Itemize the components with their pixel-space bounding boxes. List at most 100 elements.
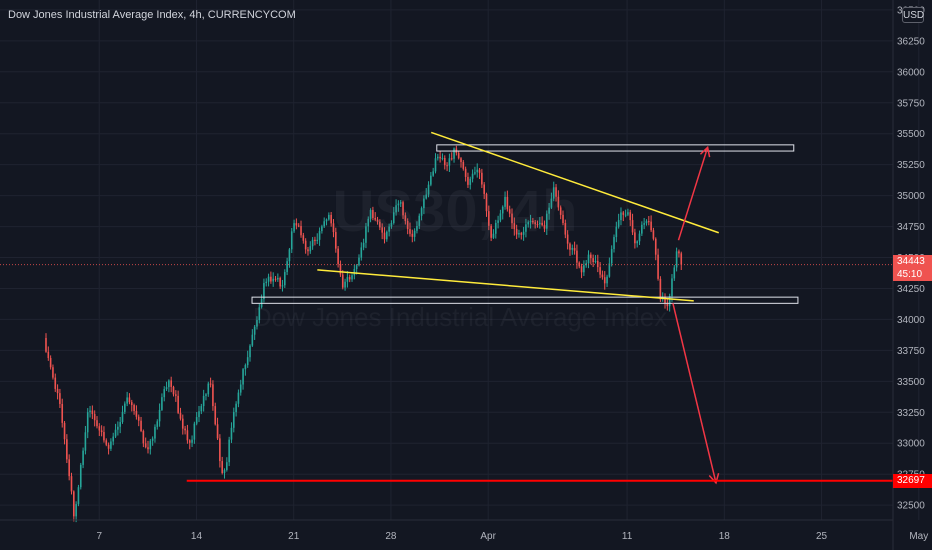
candle-body — [235, 403, 237, 413]
candle-body — [555, 187, 557, 197]
candle-body — [536, 224, 539, 226]
candle-body — [186, 430, 189, 441]
candle-body — [237, 392, 240, 404]
projection-arrow — [672, 303, 717, 484]
candle-body — [376, 219, 379, 222]
candle-body — [321, 226, 323, 232]
candle-body — [583, 265, 585, 273]
candle-body — [383, 232, 386, 240]
candle-body — [52, 367, 54, 378]
candle-body — [627, 212, 629, 215]
candle-body — [188, 440, 191, 443]
candle-body — [457, 153, 460, 159]
candle-body — [460, 158, 462, 163]
candle-body — [297, 225, 300, 227]
candle-body — [332, 223, 335, 233]
candle-body — [277, 277, 279, 280]
currency-button[interactable]: USD — [902, 7, 924, 23]
trendline — [317, 269, 694, 302]
candle-body — [673, 267, 676, 279]
y-tick-label: 34750 — [897, 222, 925, 233]
candle-body — [205, 394, 207, 396]
support-level-tag: 32697 — [893, 473, 932, 488]
candle-body — [476, 169, 479, 173]
candle-body — [288, 249, 291, 262]
candle-body — [666, 303, 669, 307]
candle-body — [652, 230, 655, 239]
y-tick-label: 33750 — [897, 346, 925, 357]
candle-body — [86, 412, 89, 433]
candle-body — [434, 158, 437, 172]
candle-body — [154, 426, 156, 439]
y-tick-label: 33250 — [897, 408, 925, 419]
candle-body — [140, 420, 142, 431]
candle-body — [151, 438, 154, 441]
candle-body — [504, 196, 506, 207]
candle-body — [149, 440, 152, 450]
candle-body — [564, 223, 567, 235]
candle-body — [328, 214, 330, 220]
candle-body — [374, 217, 377, 220]
candle-body — [443, 157, 446, 166]
candle-body — [501, 206, 504, 214]
support-level-value: 32697 — [897, 474, 925, 486]
candle-body — [668, 296, 671, 307]
candle-body — [483, 184, 485, 194]
candle-body — [353, 269, 356, 276]
candle-body — [379, 221, 381, 228]
candle-body — [103, 432, 105, 441]
candle-body — [545, 213, 548, 229]
last-price-value: 34443 — [897, 255, 925, 267]
candle-body — [369, 210, 372, 219]
candle-body — [216, 424, 219, 439]
candle-body — [362, 242, 365, 248]
candle-body — [316, 239, 319, 242]
candle-body — [641, 224, 643, 234]
candle-body — [448, 158, 451, 166]
candle-body — [550, 198, 553, 208]
candle-body — [513, 223, 516, 230]
y-tick-label: 34250 — [897, 284, 925, 295]
candle-body — [397, 203, 400, 206]
candle-body — [91, 410, 94, 415]
candle-body — [594, 260, 597, 263]
candle-body — [73, 491, 75, 517]
candle-body — [367, 218, 370, 227]
candle-body — [467, 176, 469, 185]
y-tick-label: 35750 — [897, 98, 925, 109]
candle-body — [68, 459, 70, 477]
candle-body — [522, 231, 525, 235]
y-tick-label: 34000 — [897, 315, 925, 326]
bar-countdown: 45:10 — [897, 268, 923, 280]
candle-body — [478, 169, 481, 173]
candle-body — [446, 165, 448, 167]
candle-body — [263, 283, 265, 300]
candle-body — [430, 175, 432, 185]
candle-body — [381, 227, 383, 233]
candle-body — [212, 384, 214, 407]
candle-body — [659, 278, 662, 300]
candle-body — [221, 461, 224, 474]
candle-body — [128, 397, 131, 403]
candle-body — [527, 222, 530, 225]
candle-body — [256, 320, 258, 327]
candle-body — [184, 428, 186, 431]
candle-body — [82, 450, 84, 465]
candle-body — [406, 220, 409, 230]
candle-body — [93, 414, 96, 421]
candle-body — [557, 196, 560, 208]
candle-body — [453, 148, 455, 159]
candle-body — [494, 222, 497, 234]
candle-body — [569, 243, 571, 250]
candle-body — [590, 254, 592, 259]
candle-body — [142, 430, 145, 444]
candle-body — [404, 215, 407, 221]
candle-body — [372, 210, 374, 218]
candle-body — [529, 220, 532, 223]
candle-body — [293, 223, 295, 232]
candle-body — [541, 222, 543, 226]
candle-body — [253, 326, 256, 335]
candle-body — [163, 389, 166, 398]
